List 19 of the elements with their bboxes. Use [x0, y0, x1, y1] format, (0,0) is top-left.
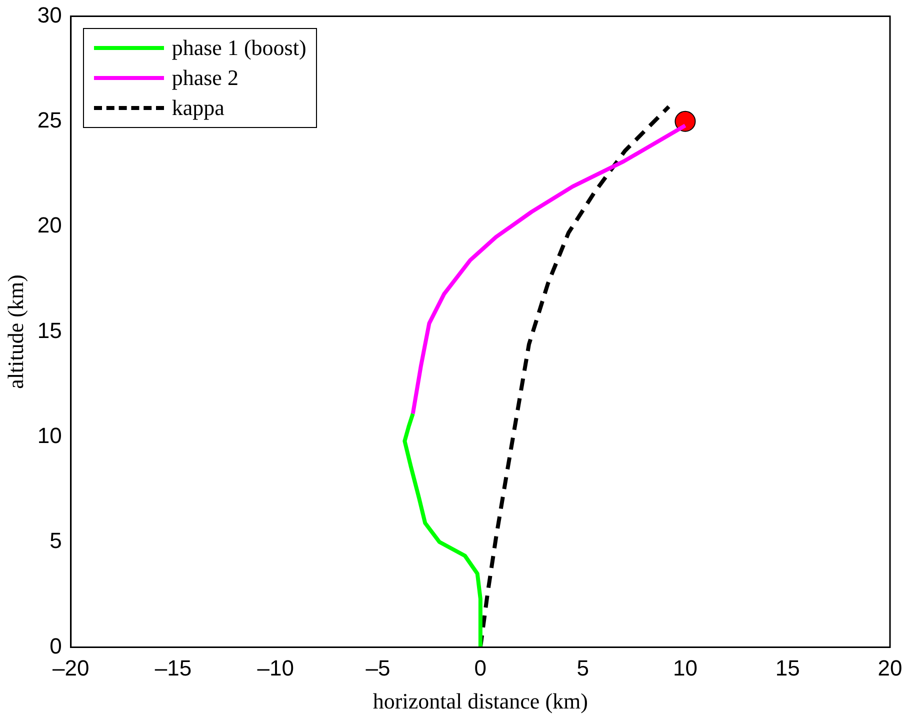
y-tick-label: 10: [37, 422, 62, 448]
legend-label: phase 1 (boost): [172, 35, 306, 62]
x-tick-label: 10: [672, 655, 698, 680]
legend-label: phase 2: [172, 65, 238, 92]
x-tick-label: 0: [474, 655, 487, 680]
x-tick-label: 5: [576, 655, 589, 680]
y-tick-label: 20: [37, 212, 62, 238]
x-tick-label: –15: [154, 655, 192, 680]
y-tick-label: 15: [37, 318, 62, 343]
x-tick-label: –10: [257, 655, 294, 680]
x-axis-title: horizontal distance (km): [372, 688, 588, 714]
x-tick-label: 15: [775, 655, 800, 680]
y-tick-label: 30: [37, 2, 62, 28]
y-axis-title: altitude (km): [2, 274, 28, 389]
y-tick-label: 5: [50, 528, 62, 554]
y-tick-label: 25: [37, 107, 62, 132]
x-tick-label: 20: [878, 655, 902, 680]
x-tick-label: –5: [366, 655, 390, 680]
legend-label: kappa: [172, 95, 224, 122]
